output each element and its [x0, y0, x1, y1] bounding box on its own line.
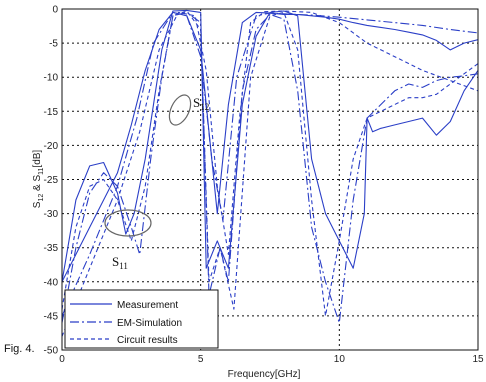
y-tick-label: -15 — [44, 107, 59, 118]
legend-label-circuit-results: Circuit results — [117, 335, 178, 346]
series-line-circuit-results-s11 — [62, 10, 478, 317]
y-tick-label: -25 — [44, 175, 59, 186]
tick-labels: 0-5-10-15-20-25-30-35-40-45-500 5 10 15 — [44, 5, 484, 366]
y-tick-label: -20 — [44, 141, 59, 152]
y-tick-label: -45 — [44, 311, 59, 322]
s11-annotation-ellipse — [104, 209, 152, 237]
x-tick-label: 5 — [198, 354, 204, 365]
legend: Measurement EM-Simulation Circuit result… — [64, 289, 219, 349]
data-curves — [62, 9, 478, 337]
x-tick-label: 10 — [334, 354, 346, 365]
series-line-em-simulation-s12 — [62, 11, 478, 317]
y-axis-label: S12 & S11[dB] — [32, 150, 45, 209]
series-line-em-simulation-s11 — [62, 11, 478, 324]
x-axis-label: Frequency[GHz] — [228, 369, 301, 380]
series-line-measurement-s11 — [62, 9, 478, 282]
s11-annotation-label: S11 — [112, 254, 128, 271]
s12-annotation-label: S12 — [193, 95, 209, 112]
y-tick-label: -5 — [49, 39, 58, 50]
legend-label-em-simulation: EM-Simulation — [117, 318, 182, 329]
series-line-measurement-s12 — [62, 11, 478, 283]
s12-annotation-ellipse — [168, 94, 192, 126]
x-tick-label: 0 — [59, 354, 65, 365]
y-tick-label: -10 — [44, 73, 59, 84]
figure-caption: Fig. 4. — [4, 343, 35, 355]
y-tick-label: -40 — [44, 277, 59, 288]
x-tick-label: 15 — [472, 354, 484, 365]
plot-frame — [61, 8, 479, 351]
series-line-circuit-results-s12 — [62, 10, 478, 337]
grid-lines — [62, 9, 478, 350]
legend-label-measurement: Measurement — [117, 300, 178, 311]
y-tick-label: 0 — [52, 5, 58, 16]
y-tick-label: -30 — [44, 209, 59, 220]
legend-box — [64, 289, 219, 349]
y-tick-label: -35 — [44, 243, 59, 254]
y-tick-label: -50 — [44, 346, 59, 357]
